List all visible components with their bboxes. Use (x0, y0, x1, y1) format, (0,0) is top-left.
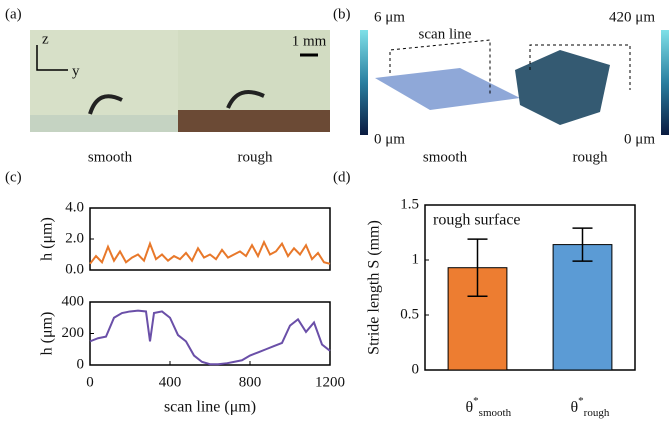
caption: smooth (88, 149, 133, 165)
label-part: θ (571, 399, 579, 416)
x-tick-label: θ*rough (571, 395, 610, 419)
image-b (360, 30, 669, 135)
y-tick-label: 1.5 (400, 196, 419, 212)
caption: smooth (423, 149, 468, 165)
x-tick-label: 800 (239, 374, 262, 390)
caption: rough (573, 149, 608, 165)
label-part: * (578, 395, 584, 407)
y-tick-label: 0.5 (400, 306, 419, 322)
caption: rough (238, 149, 273, 165)
colorbar-label: 0 μm (374, 131, 405, 147)
y-axis-label: Stride length S (mm) (366, 220, 383, 355)
y-tick-label: 0 (412, 361, 420, 377)
panel-label: (b) (333, 6, 351, 22)
x-tick-label: 0 (86, 374, 94, 390)
panel-label: (c) (5, 169, 22, 185)
y-tick-label: 2.0 (65, 230, 84, 246)
axis-label: y (72, 63, 80, 79)
image-a (30, 30, 330, 132)
colorbar-label: 6 μm (374, 9, 405, 25)
colorbar-label: 0 μm (624, 131, 655, 147)
data-line (89, 239, 331, 265)
panel-label: (d) (333, 169, 351, 185)
annotation: rough surface (433, 212, 521, 229)
x-tick-label: 400 (159, 374, 182, 390)
label-part: smooth (479, 407, 512, 419)
panel-label: (a) (5, 6, 22, 22)
annotation: scan line (419, 26, 472, 42)
colorbar-label: 420 μm (609, 9, 655, 25)
plot-frame (424, 204, 636, 371)
y-tick-label: 0 (77, 356, 85, 372)
scale-label: 1 mm (292, 33, 327, 49)
label-part: * (473, 395, 479, 407)
error-bar (467, 238, 488, 298)
axis-label: z (42, 31, 49, 47)
x-tick-label: 1200 (315, 374, 345, 390)
bar (447, 267, 508, 371)
y-tick-label: 4.0 (65, 199, 84, 215)
x-axis-label: scan line (μm) (164, 399, 256, 416)
y-axis-label: h (μm) (39, 217, 56, 261)
y-tick-label: 200 (62, 325, 85, 341)
y-axis-label: h (μm) (39, 312, 56, 356)
y-tick-label: 0.0 (65, 261, 84, 277)
data-line (89, 309, 331, 366)
y-tick-label: 1 (412, 251, 420, 267)
label-part: θ (466, 399, 474, 416)
error-bar (572, 227, 593, 262)
bar (552, 244, 613, 371)
y-tick-label: 400 (62, 293, 85, 309)
x-tick-label: θ*smooth (466, 395, 512, 419)
label-part: rough (584, 407, 610, 419)
